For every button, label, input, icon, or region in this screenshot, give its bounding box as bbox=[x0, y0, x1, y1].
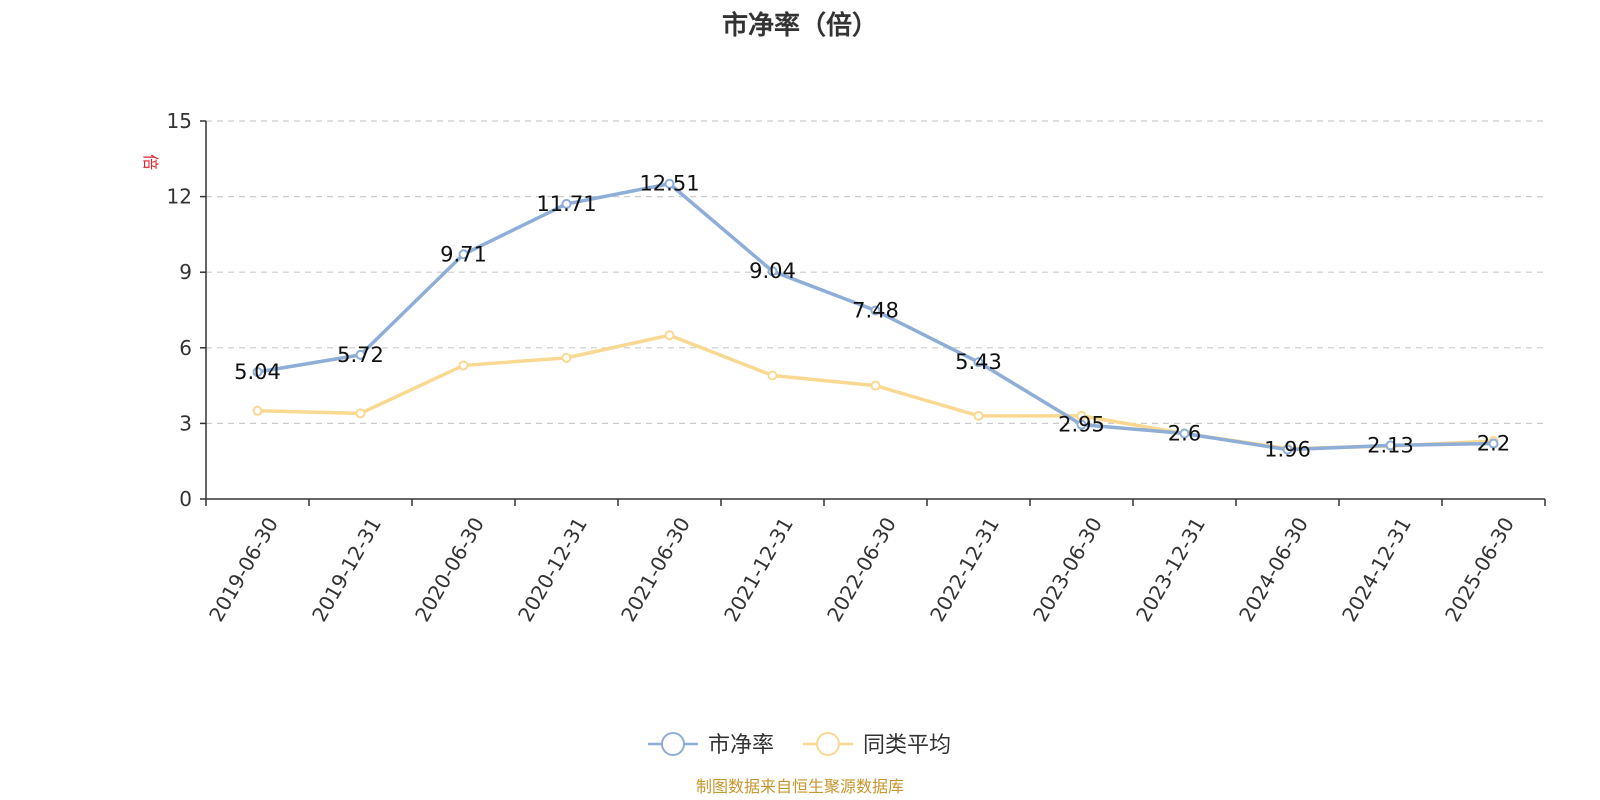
x-tick-label: 2021-06-30 bbox=[616, 513, 695, 626]
y-tick-label: 9 bbox=[179, 260, 192, 284]
x-tick-label: 2019-06-30 bbox=[204, 513, 283, 626]
y-tick-label: 12 bbox=[167, 185, 192, 209]
x-tick-label: 2023-12-31 bbox=[1131, 513, 1210, 626]
axes: 0 3 6 9 12 15 2019-06-30 2019-12-31 2020-06-30 20… bbox=[167, 109, 1546, 626]
legend-item[interactable]: 同类平均 bbox=[803, 732, 951, 758]
data-label: 7.48 bbox=[852, 299, 899, 323]
chart-title: 市净率（倍） bbox=[722, 10, 878, 41]
data-label: 5.43 bbox=[955, 350, 1002, 374]
x-tick-label: 2020-12-31 bbox=[513, 513, 592, 626]
x-tick-label: 2023-06-30 bbox=[1028, 513, 1107, 626]
data-label: 12.51 bbox=[639, 172, 699, 196]
data-point[interactable] bbox=[1488, 438, 1499, 449]
data-point[interactable] bbox=[355, 349, 366, 360]
data-label: 9.04 bbox=[749, 259, 796, 283]
legend-label: 同类平均 bbox=[863, 733, 951, 758]
data-label: 2.6 bbox=[1168, 421, 1201, 445]
data-label: 9.71 bbox=[440, 242, 487, 266]
data-point[interactable] bbox=[664, 178, 675, 189]
legend-label: 市净率 bbox=[708, 733, 774, 758]
source-note: 制图数据来自恒生聚源数据库 bbox=[696, 777, 904, 796]
data-label: 2.2 bbox=[1477, 432, 1510, 456]
data-point[interactable] bbox=[1179, 428, 1190, 439]
grid-lines bbox=[206, 120, 1545, 424]
data-point[interactable] bbox=[355, 408, 366, 419]
data-point[interactable] bbox=[870, 380, 881, 391]
data-label: 2.95 bbox=[1058, 413, 1105, 437]
data-point[interactable] bbox=[1076, 419, 1087, 430]
data-point[interactable] bbox=[973, 410, 984, 421]
y-tick-label: 3 bbox=[179, 411, 192, 435]
data-point[interactable] bbox=[870, 305, 881, 316]
y-tick-label: 15 bbox=[167, 109, 192, 133]
legend-item[interactable]: 市净率 bbox=[648, 732, 774, 758]
data-label: 5.04 bbox=[234, 360, 281, 384]
legend-marker bbox=[661, 732, 685, 756]
data-label: 5.72 bbox=[337, 343, 384, 367]
x-tick-label: 2019-12-31 bbox=[307, 513, 386, 626]
y-tick-label: 0 bbox=[179, 487, 192, 511]
data-labels: 5.04 5.72 9.71 11.71 12.51 9.04 7.48 5.43 2.95 2.… bbox=[234, 172, 1510, 462]
x-tick-label: 2025-06-30 bbox=[1440, 513, 1519, 626]
x-tick-label: 2024-12-31 bbox=[1337, 513, 1416, 626]
y-tick-label: 6 bbox=[179, 336, 192, 360]
x-tick-label: 2022-12-31 bbox=[925, 513, 1004, 626]
data-point[interactable] bbox=[767, 370, 778, 381]
data-point[interactable] bbox=[664, 330, 675, 341]
data-point[interactable] bbox=[767, 266, 778, 277]
x-tick-label: 2020-06-30 bbox=[410, 513, 489, 626]
data-point[interactable] bbox=[561, 198, 572, 209]
data-point[interactable] bbox=[973, 357, 984, 368]
data-label: 11.71 bbox=[536, 192, 596, 216]
x-tick-label: 2022-06-30 bbox=[822, 513, 901, 626]
data-label: 2.13 bbox=[1367, 433, 1414, 457]
data-point[interactable] bbox=[1282, 444, 1293, 455]
x-tick-label: 2021-12-31 bbox=[719, 513, 798, 626]
legend-marker bbox=[816, 732, 840, 756]
data-point[interactable] bbox=[252, 366, 263, 377]
data-point[interactable] bbox=[458, 249, 469, 260]
legend[interactable]: 市净率 同类平均 bbox=[648, 732, 951, 758]
y-unit-label: 倍 bbox=[141, 154, 160, 170]
x-tick-label: 2024-06-30 bbox=[1234, 513, 1313, 626]
series-layer bbox=[252, 178, 1499, 455]
data-point[interactable] bbox=[1385, 440, 1396, 451]
data-point[interactable] bbox=[561, 352, 572, 363]
series-line bbox=[255, 333, 1496, 451]
data-label: 1.96 bbox=[1264, 438, 1311, 462]
data-point[interactable] bbox=[458, 360, 469, 371]
data-point[interactable] bbox=[252, 405, 263, 416]
